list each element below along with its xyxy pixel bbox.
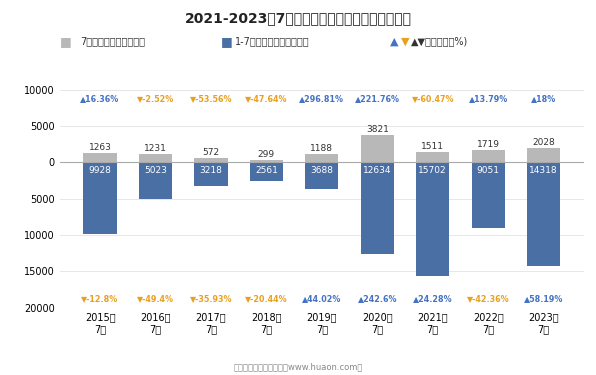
Text: ■: ■ <box>60 35 72 48</box>
Text: 5023: 5023 <box>144 166 167 175</box>
Text: 2028: 2028 <box>532 138 555 147</box>
Text: ▲16.36%: ▲16.36% <box>80 94 120 103</box>
Text: 3218: 3218 <box>200 166 222 175</box>
Bar <box>194 158 228 162</box>
Text: ▲221.76%: ▲221.76% <box>355 94 400 103</box>
Text: 7月期货成交量（万手）: 7月期货成交量（万手） <box>80 36 145 46</box>
Text: ▼-42.36%: ▼-42.36% <box>467 294 510 303</box>
Text: ▲13.79%: ▲13.79% <box>468 94 508 103</box>
Text: 1511: 1511 <box>421 142 444 151</box>
Text: ▲: ▲ <box>390 36 399 46</box>
Bar <box>471 150 505 162</box>
Text: ▼: ▼ <box>401 36 409 46</box>
Bar <box>250 162 283 181</box>
Text: 1188: 1188 <box>311 144 333 153</box>
Text: 572: 572 <box>203 148 219 158</box>
Bar <box>250 160 283 162</box>
Text: ▼-53.56%: ▼-53.56% <box>190 94 232 103</box>
Text: ▲296.81%: ▲296.81% <box>299 94 344 103</box>
Text: 2561: 2561 <box>255 166 278 175</box>
Text: ▲18%: ▲18% <box>531 94 556 103</box>
Text: 299: 299 <box>258 150 275 159</box>
Text: 9051: 9051 <box>477 166 499 175</box>
Text: ▼-35.93%: ▼-35.93% <box>190 294 232 303</box>
Bar <box>416 162 449 276</box>
Text: ▲44.02%: ▲44.02% <box>302 294 342 303</box>
Bar <box>194 162 228 186</box>
Text: ▼-60.47%: ▼-60.47% <box>411 94 454 103</box>
Bar <box>471 162 505 228</box>
Bar <box>527 148 560 162</box>
Text: ▲242.6%: ▲242.6% <box>358 294 397 303</box>
Bar <box>305 162 339 189</box>
Text: 制图：华经产业研究院（www.huaon.com）: 制图：华经产业研究院（www.huaon.com） <box>233 362 363 371</box>
Text: ▼-2.52%: ▼-2.52% <box>137 94 174 103</box>
Text: 12634: 12634 <box>363 166 392 175</box>
Bar <box>83 162 117 234</box>
Text: ▼-49.4%: ▼-49.4% <box>137 294 174 303</box>
Text: 1263: 1263 <box>89 144 111 153</box>
Text: 14318: 14318 <box>529 166 558 175</box>
Text: ▼-20.44%: ▼-20.44% <box>245 294 288 303</box>
Text: 3688: 3688 <box>311 166 333 175</box>
Bar <box>527 162 560 266</box>
Text: ■: ■ <box>221 35 232 48</box>
Text: 3821: 3821 <box>366 125 389 134</box>
Text: ▼-12.8%: ▼-12.8% <box>82 294 119 303</box>
Text: 2021-2023年7月上海期货交易所白银期货成交量: 2021-2023年7月上海期货交易所白银期货成交量 <box>185 11 411 25</box>
Bar <box>361 135 394 162</box>
Bar <box>416 152 449 162</box>
Bar <box>139 162 172 199</box>
Bar <box>305 154 339 162</box>
Bar <box>83 153 117 162</box>
Bar <box>139 154 172 162</box>
Text: 9928: 9928 <box>89 166 111 175</box>
Text: 1719: 1719 <box>477 140 499 149</box>
Text: ▼-47.64%: ▼-47.64% <box>245 94 288 103</box>
Text: ▲58.19%: ▲58.19% <box>524 294 563 303</box>
Text: 15702: 15702 <box>418 166 447 175</box>
Text: ▲24.28%: ▲24.28% <box>413 294 452 303</box>
Bar <box>361 162 394 254</box>
Text: 1-7月期货成交量（万手）: 1-7月期货成交量（万手） <box>235 36 310 46</box>
Text: ▲▼同比增长（%): ▲▼同比增长（%) <box>411 36 468 46</box>
Text: 1231: 1231 <box>144 144 167 153</box>
